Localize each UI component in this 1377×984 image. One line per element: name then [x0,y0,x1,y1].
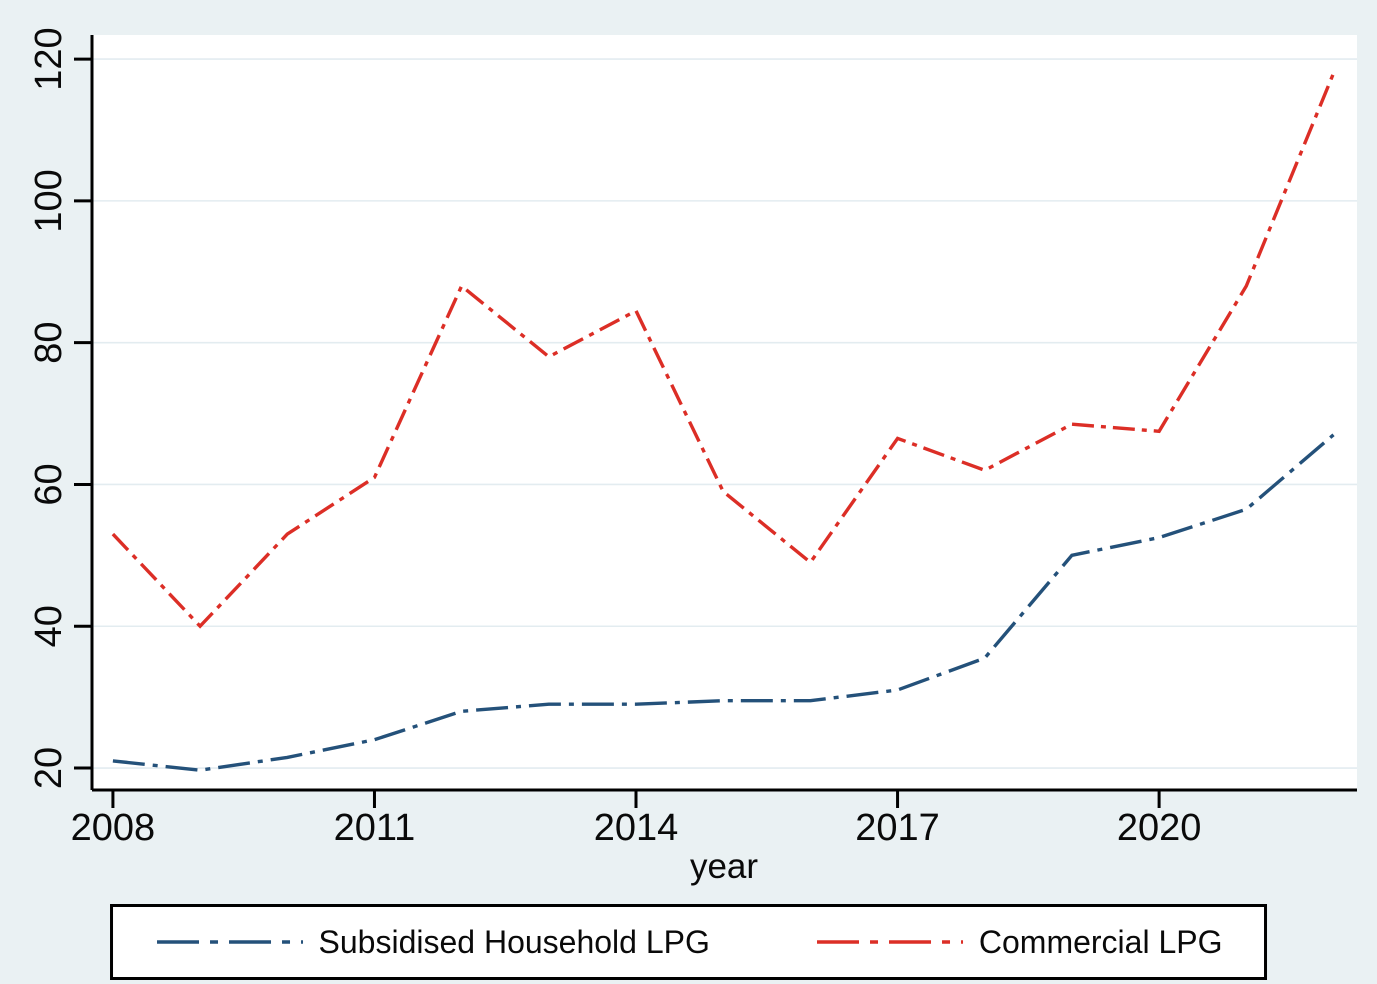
line-chart: 20 40 60 80 100 120 2008 2011 2014 2017 2020 year [28,27,1357,886]
legend-entry-commercial-lpg: Commercial LPG [815,923,1223,961]
plot-area [92,35,1357,790]
x-tick-label-2014: 2014 [594,807,679,849]
x-tick-label-2008: 2008 [71,807,156,849]
legend: Subsidised Household LPG Commercial LPG [109,904,1268,980]
legend-label-subsidised-household-lpg: Subsidised Household LPG [318,923,710,960]
x-axis-ticks: 2008 2011 2014 2017 2020 [71,790,1202,849]
series-lines [111,72,1336,772]
y-tick-label-100: 100 [28,169,70,232]
y-tick-label-60: 60 [28,463,70,505]
axes [90,35,1357,792]
x-tick-label-2020: 2020 [1117,807,1202,849]
x-axis-title: year [690,847,758,886]
gridlines [92,58,1357,769]
legend-line-sample-commercial-lpg [816,940,963,944]
legend-line-sample-subsidised-household-lpg [156,940,303,944]
series-line-commercial-lpg [111,72,1336,629]
y-tick-label-20: 20 [28,747,70,789]
y-axis-ticks: 20 40 60 80 100 120 [28,27,92,789]
y-tick-label-40: 40 [28,605,70,647]
legend-label-commercial-lpg: Commercial LPG [978,923,1223,960]
series-line-subsidised-household-lpg [112,433,1335,772]
y-tick-label-80: 80 [28,322,70,364]
legend-entry-subsidised-household-lpg: Subsidised Household LPG [155,924,710,961]
x-tick-label-2011: 2011 [334,807,416,849]
y-tick-label-120: 120 [28,27,70,90]
x-tick-label-2017: 2017 [855,807,940,849]
